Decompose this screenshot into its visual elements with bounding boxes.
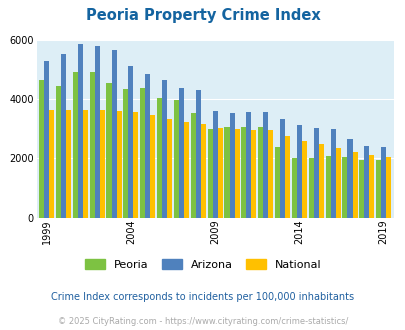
Text: © 2025 CityRating.com - https://www.cityrating.com/crime-statistics/: © 2025 CityRating.com - https://www.city…	[58, 317, 347, 326]
Bar	[195, 90, 200, 218]
Bar	[162, 80, 167, 218]
Bar	[140, 88, 145, 218]
Bar	[347, 139, 352, 218]
Bar	[358, 160, 363, 218]
Bar	[385, 157, 390, 218]
Bar	[72, 72, 78, 218]
Bar	[258, 127, 262, 218]
Bar	[296, 124, 301, 218]
Legend: Peoria, Arizona, National: Peoria, Arizona, National	[80, 255, 325, 274]
Bar	[100, 110, 104, 218]
Bar	[78, 44, 83, 218]
Bar	[325, 156, 330, 218]
Bar	[145, 74, 150, 218]
Bar	[217, 127, 222, 218]
Bar	[66, 110, 71, 218]
Bar	[363, 146, 369, 218]
Bar	[291, 158, 296, 218]
Bar	[308, 158, 313, 218]
Bar	[284, 136, 290, 218]
Bar	[207, 129, 212, 218]
Bar	[116, 111, 121, 218]
Bar	[229, 113, 234, 218]
Bar	[313, 127, 318, 218]
Bar	[341, 157, 347, 218]
Bar	[179, 88, 183, 218]
Bar	[200, 124, 205, 218]
Bar	[90, 72, 94, 218]
Text: Peoria Property Crime Index: Peoria Property Crime Index	[85, 8, 320, 23]
Bar	[335, 148, 340, 218]
Bar	[279, 119, 284, 218]
Bar	[183, 122, 189, 218]
Bar	[123, 88, 128, 218]
Bar	[375, 160, 380, 218]
Bar	[369, 155, 373, 218]
Bar	[150, 115, 155, 218]
Text: Crime Index corresponds to incidents per 100,000 inhabitants: Crime Index corresponds to incidents per…	[51, 292, 354, 302]
Bar	[241, 127, 246, 218]
Bar	[190, 113, 195, 218]
Bar	[224, 127, 229, 218]
Bar	[94, 46, 100, 218]
Bar	[380, 147, 385, 218]
Bar	[352, 151, 357, 218]
Bar	[173, 100, 179, 218]
Bar	[106, 82, 111, 218]
Bar	[330, 129, 335, 218]
Bar	[318, 144, 323, 218]
Bar	[167, 119, 172, 218]
Bar	[83, 110, 88, 218]
Bar	[44, 61, 49, 218]
Bar	[56, 85, 61, 218]
Bar	[49, 110, 54, 218]
Bar	[251, 130, 256, 218]
Bar	[268, 130, 273, 218]
Bar	[61, 54, 66, 218]
Bar	[133, 112, 138, 218]
Bar	[234, 129, 239, 218]
Bar	[274, 148, 279, 218]
Bar	[39, 80, 44, 218]
Bar	[262, 112, 268, 218]
Bar	[212, 112, 217, 218]
Bar	[128, 66, 133, 218]
Bar	[246, 112, 251, 218]
Bar	[157, 98, 162, 218]
Bar	[111, 50, 116, 218]
Bar	[301, 141, 306, 218]
